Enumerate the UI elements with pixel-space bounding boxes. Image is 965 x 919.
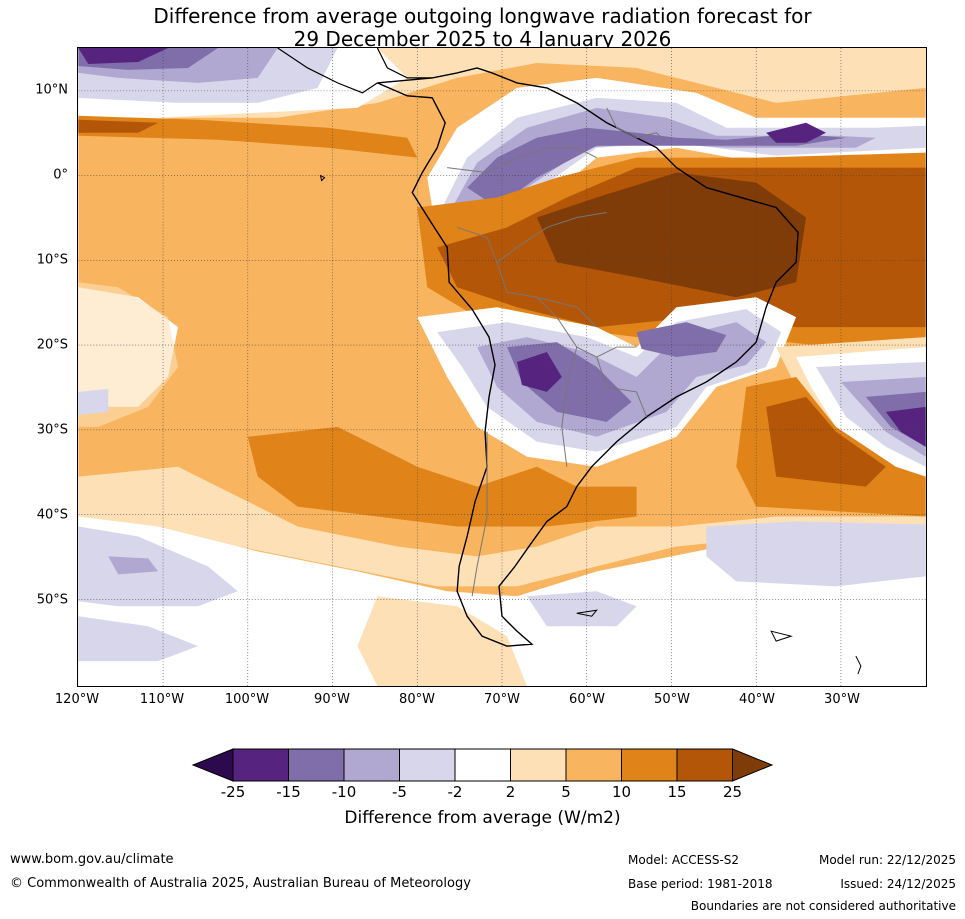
colorbar-tick-label: -2: [447, 783, 463, 801]
issued-date: Issued: 24/12/2025: [840, 877, 956, 891]
anomaly-area: [766, 396, 886, 487]
anomaly-area: [78, 526, 238, 607]
lat-tick: 40°S: [36, 507, 68, 523]
anomaly-area: [516, 352, 562, 392]
anomaly-area: [78, 48, 169, 64]
islands: [319, 174, 862, 675]
colorbar-tick-label: -15: [276, 783, 301, 801]
colorbar-tick-label: -25: [220, 783, 246, 801]
lat-tick: 50°S: [36, 592, 68, 608]
map-title-line1: Difference from average outgoing longwav…: [153, 4, 812, 28]
colorbar-swatch: [288, 748, 345, 782]
anomaly-area: [885, 406, 926, 447]
colorbar-tick-label: -10: [331, 783, 357, 801]
model-info: Model: ACCESS-S2: [628, 853, 740, 867]
colorbar-tick-label: 25: [722, 783, 743, 801]
anomaly-area: [706, 521, 926, 587]
anomaly-area: [766, 122, 826, 143]
colorbar-swatch: [621, 748, 678, 782]
lat-tick: 10°N: [35, 82, 68, 98]
colorbar-swatch: [510, 748, 567, 782]
base-period: Base period: 1981-2018: [628, 877, 773, 891]
colorbar-tick-label: 15: [667, 783, 687, 801]
colorbar-title: Difference from average (W/m2): [344, 808, 621, 828]
colorbar-swatch: [565, 748, 622, 782]
lat-tick: 0°: [53, 167, 68, 183]
model-run: Model run: 22/12/2025: [818, 853, 956, 867]
colorbar-tick-label: 2: [505, 783, 516, 801]
map-title-line2: 29 December 2025 to 4 January 2026: [293, 27, 672, 51]
lon-tick: 110°W: [139, 692, 185, 707]
lon-tick: 120°W: [54, 692, 100, 707]
lat-tick: 10°S: [36, 252, 68, 268]
south-america-coastline: [377, 67, 799, 647]
anomaly-area: [108, 556, 159, 575]
colorbar-tick-label: 5: [561, 783, 571, 801]
colorbar-swatch: [454, 748, 511, 782]
anomaly-area: [536, 172, 807, 298]
lat-tick: 30°S: [36, 422, 68, 438]
lon-tick: 100°W: [224, 692, 270, 707]
lon-tick: 80°W: [399, 692, 435, 707]
olr-anomaly-map: [77, 47, 927, 687]
boundary-disclaimer: Boundaries are not considered authoritat…: [690, 899, 956, 913]
colorbar-swatch: [676, 748, 733, 782]
anomaly-area: [247, 426, 637, 527]
copyright-text: © Commonwealth of Australia 2025, Austra…: [10, 876, 471, 891]
colorbar-tick-label: 10: [611, 783, 632, 801]
colorbar-swatch: [232, 748, 289, 782]
country-borders: [447, 107, 667, 597]
anomaly-area: [636, 322, 727, 358]
lon-tick: 30°W: [824, 692, 860, 707]
anomaly-area: [78, 388, 109, 415]
colorbar-right-arrow: [732, 748, 774, 782]
colorbar-left-arrow: [191, 748, 234, 782]
graticule: [78, 48, 926, 686]
anomaly-area: [526, 591, 637, 627]
lon-tick: 90°W: [314, 692, 350, 707]
colorbar-swatch: [399, 748, 456, 782]
lon-tick: 60°W: [569, 692, 605, 707]
lon-tick: 40°W: [739, 692, 775, 707]
lon-tick: 70°W: [484, 692, 520, 707]
central-america-coastline: [277, 48, 433, 94]
lon-tick: 50°W: [654, 692, 690, 707]
website-link[interactable]: www.bom.gov.au/climate: [10, 852, 174, 867]
anomaly-area: [78, 616, 198, 662]
anomaly-area: [78, 119, 159, 133]
colorbar: [191, 748, 774, 782]
lat-tick: 20°S: [36, 337, 68, 353]
anomaly-area: [78, 466, 926, 587]
colorbar-tick-label: -5: [392, 783, 407, 801]
colorbar-swatch: [343, 748, 400, 782]
anomaly-area: [357, 596, 527, 686]
